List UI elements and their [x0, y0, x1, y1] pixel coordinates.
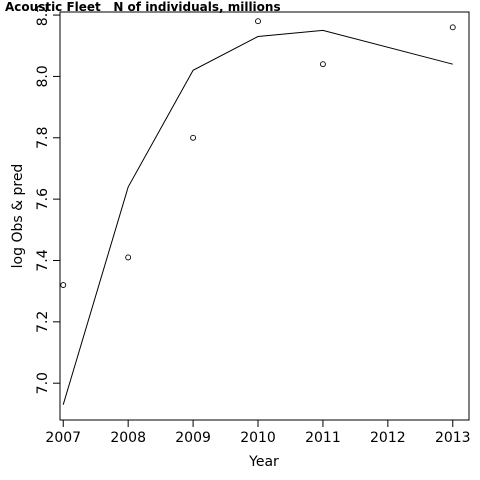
y-tick-label-3: 7.6: [35, 188, 51, 210]
x-tick-label-2013: 2013: [435, 430, 471, 446]
y-tick-label-1: 7.2: [35, 311, 51, 333]
x-axis: 2007 2008 2009 2010 2011 2012 2013: [45, 420, 471, 446]
x-tick-label-2010: 2010: [240, 430, 276, 446]
observed-point-2011: [319, 61, 326, 68]
plot-frame: [59, 11, 470, 421]
x-tick-label-2009: 2009: [175, 430, 211, 446]
observed-point-2010: [255, 18, 261, 25]
x-axis-label: Year: [248, 454, 279, 470]
y-tick-label-2: 7.4: [35, 249, 51, 271]
observed-point-2007: [60, 282, 67, 288]
x-tick-label-2008: 2008: [110, 430, 146, 446]
observed-point-2013: [449, 24, 456, 31]
x-tick-label-2011: 2011: [305, 430, 341, 446]
y-tick-label-4: 7.8: [35, 127, 51, 149]
y-tick-label-6: 8.2: [35, 4, 51, 26]
y-axis-label: log Obs & pred: [10, 164, 26, 269]
x-tick-label-2007: 2007: [45, 430, 81, 446]
observed-point-2008: [125, 254, 132, 261]
x-tick-label-2012: 2012: [370, 430, 406, 446]
y-tick-label-0: 7.0: [35, 372, 51, 394]
y-axis: 7.0 7.2 7.4 7.6 7.8 8.0 8.2: [35, 4, 60, 394]
y-tick-label-5: 8.0: [35, 65, 51, 87]
predicted-line: [62, 29, 453, 405]
chart-title: Acoustic Fleet N of individuals, million…: [5, 0, 281, 14]
observed-point-2009: [190, 134, 197, 141]
series-layer: [60, 18, 456, 405]
